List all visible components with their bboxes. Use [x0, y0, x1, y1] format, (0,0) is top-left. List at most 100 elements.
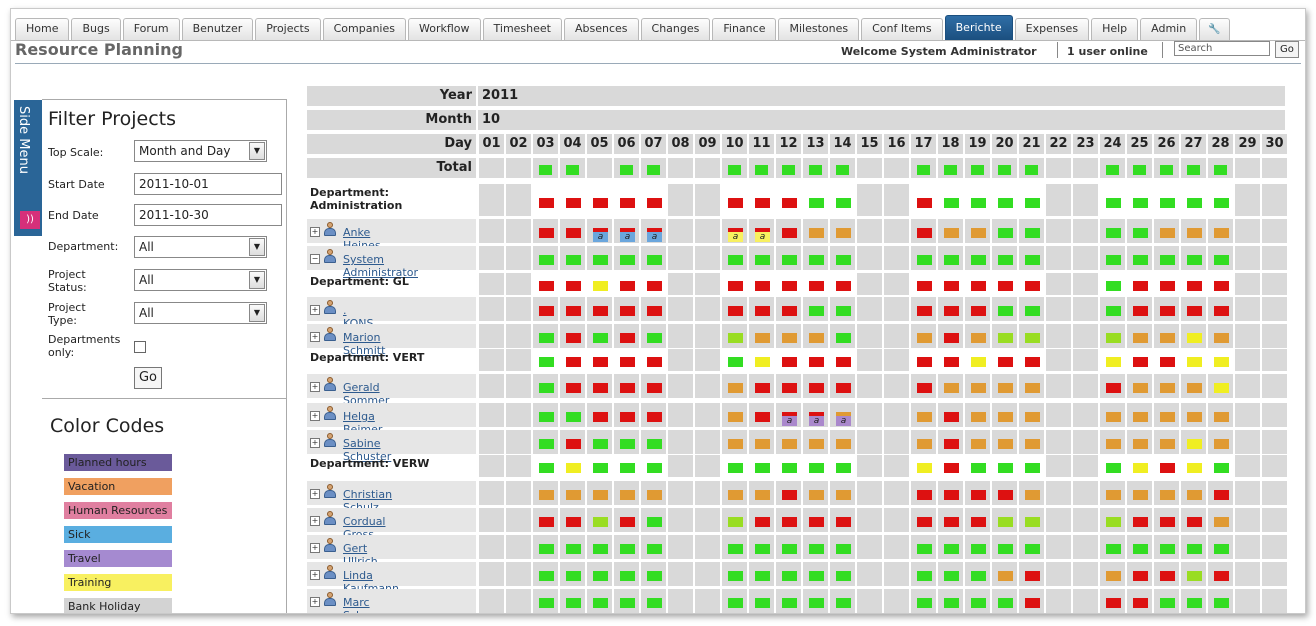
person-link[interactable]: System Administrator: [343, 253, 418, 279]
load-block: [782, 571, 797, 581]
person-link[interactable]: Marc Schwarz: [343, 596, 389, 613]
expand-icon[interactable]: +: [310, 305, 320, 315]
expand-icon[interactable]: +: [310, 489, 320, 499]
grid-cell: [1073, 535, 1098, 559]
load-block: [1025, 228, 1040, 238]
expand-icon[interactable]: +: [310, 438, 320, 448]
end-date-field[interactable]: 2011-10-30: [134, 204, 282, 226]
grid-cell: [695, 297, 720, 321]
tab-absences[interactable]: Absences: [564, 18, 639, 40]
person-link[interactable]: Sabine Schuster: [343, 437, 392, 463]
expand-icon[interactable]: +: [310, 332, 320, 342]
expand-icon[interactable]: +: [310, 411, 320, 421]
load-block: [1160, 544, 1175, 554]
grid-cell: [1235, 455, 1260, 477]
load-block: [1025, 281, 1040, 291]
load-block: [755, 439, 770, 449]
load-block: [539, 463, 554, 473]
grid-cell: [1235, 374, 1260, 398]
expand-icon[interactable]: +: [310, 543, 320, 553]
load-block: [782, 490, 797, 500]
user-icon-head: [327, 377, 333, 383]
total-block: [1187, 165, 1200, 175]
load-block: [1160, 490, 1175, 500]
expand-icon[interactable]: +: [310, 570, 320, 580]
load-block: [593, 571, 608, 581]
legend-item: Human Resources: [64, 502, 172, 519]
tab-expenses[interactable]: Expenses: [1014, 18, 1090, 40]
day-header: 12: [776, 134, 801, 154]
tab-home[interactable]: Home: [15, 18, 70, 40]
departments-only-checkbox[interactable]: [134, 341, 146, 353]
expand-icon[interactable]: +: [310, 516, 320, 526]
tab-berichte[interactable]: Berichte: [944, 15, 1013, 40]
filter-go-button[interactable]: Go: [134, 367, 162, 389]
side-menu-toggle[interactable]: Side Menu )): [14, 100, 42, 236]
search-go-button[interactable]: Go: [1275, 41, 1299, 58]
top-scale-value: Month and Day: [139, 144, 231, 158]
user-icon: [324, 484, 336, 498]
expand-icon[interactable]: +: [310, 597, 320, 607]
load-block: [917, 281, 932, 291]
tab-projects[interactable]: Projects: [255, 18, 321, 40]
legend-item: Bank Holiday: [64, 598, 172, 613]
load-block: [1025, 333, 1040, 343]
filter-title: Filter Projects: [48, 108, 176, 130]
load-block: [971, 281, 986, 291]
tab-workflow[interactable]: Workflow: [408, 18, 481, 40]
load-block: [809, 490, 824, 500]
load-block: [809, 306, 824, 316]
grid-cell: [1235, 219, 1260, 243]
load-block: [1160, 439, 1175, 449]
top-scale-select[interactable]: Month and Day ▼: [134, 140, 267, 162]
tab-bugs[interactable]: Bugs: [71, 18, 121, 40]
load-block: [971, 439, 986, 449]
tab-milestones[interactable]: Milestones: [778, 18, 860, 40]
person-link[interactable]: Marion Schmitt: [343, 331, 386, 357]
tab-admin[interactable]: Admin: [1140, 18, 1198, 40]
grid-cell: [1235, 324, 1260, 348]
expand-icon[interactable]: +: [310, 227, 320, 237]
load-block: [944, 463, 959, 473]
collapse-icon[interactable]: −: [310, 254, 320, 264]
expand-icon[interactable]: +: [310, 382, 320, 392]
grid-cell: [884, 246, 909, 270]
load-block: [998, 281, 1013, 291]
load-block: [1133, 463, 1148, 473]
grid-cell: [695, 184, 720, 216]
load-block: [944, 306, 959, 316]
project-type-select[interactable]: All ▼: [134, 302, 267, 324]
load-block: [728, 412, 743, 422]
tab-changes[interactable]: Changes: [640, 18, 711, 40]
day-header: 24: [1100, 134, 1125, 154]
tab-finance[interactable]: Finance: [712, 18, 777, 40]
year-value: 2011: [478, 86, 1285, 106]
tab-benutzer[interactable]: Benutzer: [181, 18, 254, 40]
tab-companies[interactable]: Companies: [322, 18, 406, 40]
project-status-select[interactable]: All ▼: [134, 269, 267, 291]
grid-cell: [1235, 481, 1260, 505]
search-input[interactable]: Search: [1174, 41, 1270, 56]
load-block: [1133, 255, 1148, 265]
tab-help[interactable]: Help: [1091, 18, 1139, 40]
grid-cell: [668, 273, 693, 295]
start-date-field[interactable]: 2011-10-01: [134, 173, 282, 195]
load-block: [620, 383, 635, 393]
load-block: [998, 463, 1013, 473]
grid-cell: [668, 374, 693, 398]
department-select[interactable]: All ▼: [134, 236, 267, 258]
grid-cell: [479, 508, 504, 532]
tab-tools[interactable]: 🔧: [1199, 18, 1230, 40]
load-block: [917, 255, 932, 265]
grid-cell: [1262, 374, 1287, 398]
tab-conf-items[interactable]: Conf Items: [861, 18, 943, 40]
load-block: [566, 255, 581, 265]
tab-timesheet[interactable]: Timesheet: [482, 18, 562, 40]
load-block: [809, 598, 824, 608]
tab-forum[interactable]: Forum: [122, 18, 180, 40]
load-block: [1106, 517, 1121, 527]
load-block: [539, 333, 554, 343]
project-type-label: Project Type:: [48, 301, 86, 327]
user-icon-head: [327, 511, 333, 517]
load-block: [1160, 412, 1175, 422]
